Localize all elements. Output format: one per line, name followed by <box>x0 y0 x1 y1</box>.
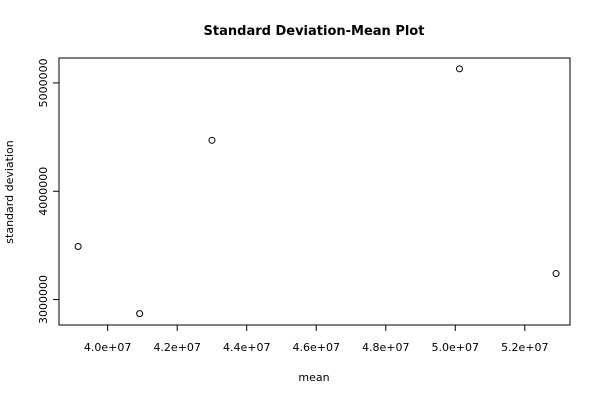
y-axis: 3000000 4000000 5000000 <box>37 58 59 324</box>
y-tick-label-2: 5000000 <box>37 58 50 107</box>
x-tick-label-4: 4.8e+07 <box>362 341 409 354</box>
chart-title: Standard Deviation-Mean Plot <box>204 24 425 39</box>
data-point-2 <box>208 136 216 144</box>
y-tick-label-1: 4000000 <box>37 167 50 216</box>
data-point-3 <box>455 65 463 73</box>
plot-frame <box>58 57 571 326</box>
x-axis: 4.0e+07 4.2e+07 4.4e+07 4.6e+07 4.8e+07 5.0e+… <box>84 325 549 354</box>
y-axis-label: standard deviation <box>3 140 16 243</box>
data-points <box>74 65 560 318</box>
x-tick-label-3: 4.6e+07 <box>292 341 339 354</box>
x-tick-label-0: 4.0e+07 <box>84 341 131 354</box>
data-point-4 <box>552 270 560 278</box>
y-tick-label-0: 3000000 <box>37 275 50 324</box>
data-point-0 <box>74 242 82 250</box>
x-tick-label-5: 5.0e+07 <box>432 341 479 354</box>
x-axis-label: mean <box>298 371 329 384</box>
data-point-1 <box>136 310 144 318</box>
x-tick-label-1: 4.2e+07 <box>153 341 200 354</box>
x-tick-label-2: 4.4e+07 <box>223 341 270 354</box>
x-tick-label-6: 5.2e+07 <box>501 341 548 354</box>
